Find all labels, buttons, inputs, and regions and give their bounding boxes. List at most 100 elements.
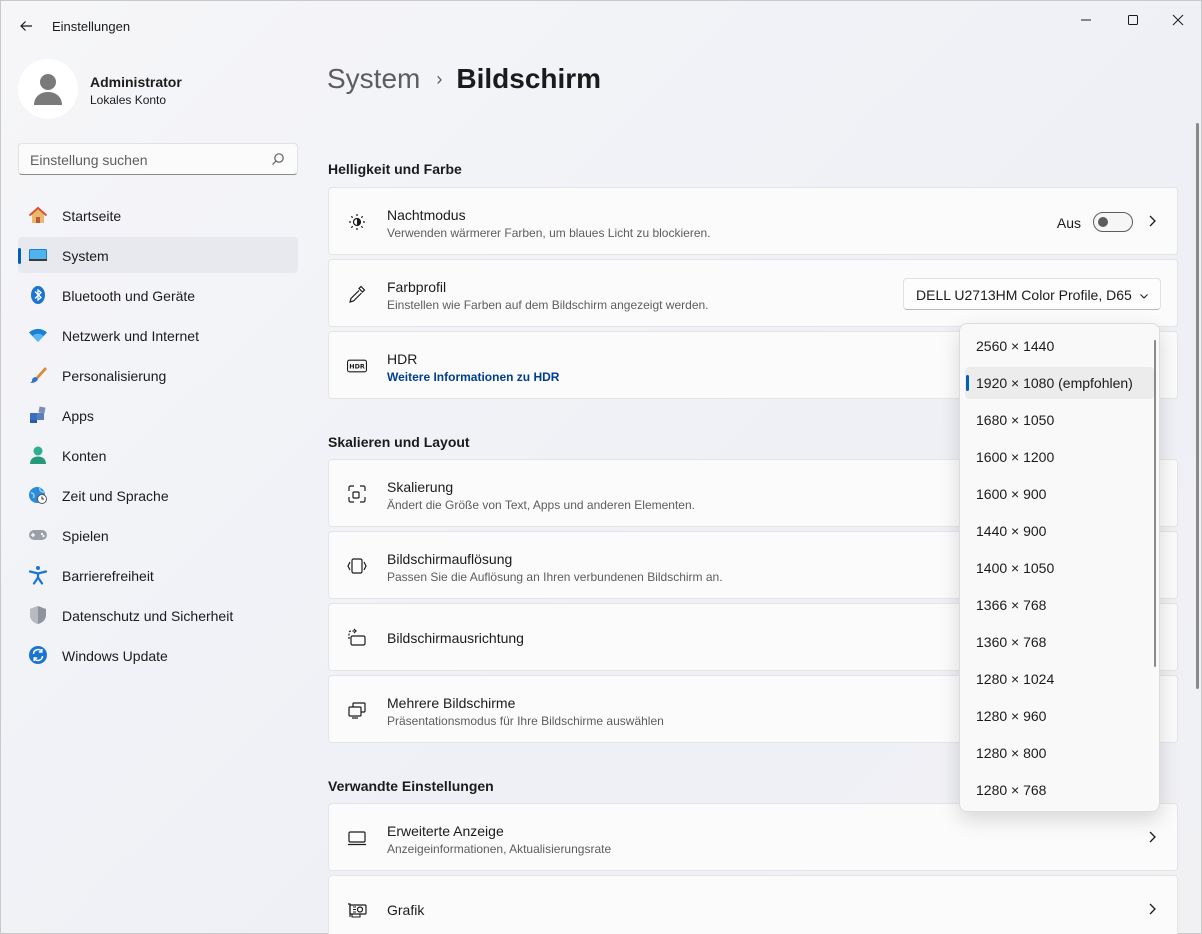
resolution-option-label: 1280 × 960 bbox=[976, 708, 1047, 724]
page-title: Bildschirm bbox=[456, 63, 602, 94]
dropdown-scrollbar[interactable] bbox=[1154, 340, 1156, 667]
night-mode-title: Nachtmodus bbox=[387, 207, 466, 223]
graphics-title: Grafik bbox=[387, 902, 425, 918]
advanced-display-subtitle: Anzeigeinformationen, Aktualisierungsrat… bbox=[387, 842, 612, 856]
resolution-option-label: 1360 × 768 bbox=[976, 634, 1047, 650]
account-type: Lokales Konto bbox=[90, 93, 167, 107]
resolution-option-label: 1600 × 1200 bbox=[976, 449, 1055, 465]
resolution-option-label: 1920 × 1080 (empfohlen) bbox=[976, 375, 1133, 391]
maximize-icon[interactable] bbox=[1122, 9, 1144, 31]
hdr-info-link[interactable]: Weitere Informationen zu HDR bbox=[387, 370, 560, 384]
resolution-option-label: 1600 × 900 bbox=[976, 486, 1047, 502]
resolution-option[interactable]: 1680 × 1050 bbox=[965, 404, 1154, 436]
sidebar-item-barrierefreiheit[interactable]: Barrierefreiheit bbox=[18, 557, 298, 593]
chevron-right-icon[interactable] bbox=[1145, 830, 1159, 844]
scale-icon bbox=[347, 484, 367, 504]
system-display-icon bbox=[28, 245, 48, 265]
eyedropper-icon bbox=[347, 284, 367, 304]
back-arrow-icon[interactable] bbox=[15, 15, 37, 37]
sidebar-item-windows-update[interactable]: Windows Update bbox=[18, 637, 298, 673]
resolution-option-label: 1680 × 1050 bbox=[976, 412, 1055, 428]
resolution-option-label: 1400 × 1050 bbox=[976, 560, 1055, 576]
graphics-card[interactable]: Grafik bbox=[328, 875, 1178, 934]
sidebar-item-label: Zeit und Sprache bbox=[62, 488, 169, 504]
color-profile-select[interactable]: DELL U2713HM Color Profile, D65 bbox=[903, 278, 1161, 310]
avatar bbox=[18, 59, 78, 119]
hdr-title: HDR bbox=[387, 351, 418, 367]
breadcrumb: System › Bildschirm bbox=[327, 59, 601, 99]
minimize-icon[interactable] bbox=[1075, 9, 1097, 31]
section-title-brightness: Helligkeit und Farbe bbox=[328, 161, 462, 177]
sidebar-item-zeit[interactable]: Zeit und Sprache bbox=[18, 477, 298, 513]
resolution-option[interactable]: 1360 × 768 bbox=[965, 626, 1154, 658]
resolution-option[interactable]: 2560 × 1440 bbox=[965, 330, 1154, 362]
sidebar-item-spielen[interactable]: Spielen bbox=[18, 517, 298, 553]
resolution-option[interactable]: 1280 × 800 bbox=[965, 737, 1154, 769]
sidebar-item-apps[interactable]: Apps bbox=[18, 397, 298, 433]
user-profile[interactable]: Administrator Lokales Konto bbox=[18, 59, 298, 119]
resolution-option[interactable]: 1280 × 960 bbox=[965, 700, 1154, 732]
sidebar-item-label: Netzwerk und Internet bbox=[62, 328, 199, 344]
sidebar-item-netzwerk[interactable]: Netzwerk und Internet bbox=[18, 317, 298, 353]
sidebar-item-label: System bbox=[62, 248, 109, 264]
sidebar-item-personalisierung[interactable]: Personalisierung bbox=[18, 357, 298, 393]
breadcrumb-parent[interactable]: System bbox=[327, 63, 421, 94]
orientation-title: Bildschirmausrichtung bbox=[387, 630, 524, 646]
home-icon bbox=[28, 205, 48, 225]
section-title-related: Verwandte Einstellungen bbox=[328, 778, 494, 794]
resolution-title: Bildschirmauflösung bbox=[387, 551, 513, 567]
sidebar-item-label: Startseite bbox=[62, 208, 122, 224]
apps-icon bbox=[28, 405, 48, 425]
sidebar-item-system[interactable]: System bbox=[18, 237, 298, 273]
resolution-option[interactable]: 1280 × 768 bbox=[965, 774, 1154, 806]
title-bar: Einstellungen bbox=[1, 1, 1201, 51]
search-input[interactable]: Einstellung suchen bbox=[18, 143, 298, 175]
section-title-scale: Skalieren und Layout bbox=[328, 434, 470, 450]
page-scrollbar[interactable] bbox=[1196, 123, 1199, 689]
breadcrumb-separator: › bbox=[436, 68, 443, 89]
toggle-knob bbox=[1098, 217, 1108, 227]
chevron-right-icon[interactable] bbox=[1145, 214, 1159, 228]
color-profile-title: Farbprofil bbox=[387, 279, 447, 295]
sidebar-item-bluetooth[interactable]: Bluetooth und Geräte bbox=[18, 277, 298, 313]
bluetooth-icon bbox=[28, 285, 48, 305]
graphics-card-icon bbox=[347, 900, 367, 920]
resolution-option[interactable]: 1280 × 1024 bbox=[965, 663, 1154, 695]
sidebar-nav: Startseite System Bluetooth und Geräte N… bbox=[18, 197, 298, 677]
resolution-option[interactable]: 1366 × 768 bbox=[965, 589, 1154, 621]
resolution-option[interactable]: 1600 × 900 bbox=[965, 478, 1154, 510]
night-mode-card[interactable]: Nachtmodus Verwenden wärmerer Farben, um… bbox=[328, 187, 1178, 255]
chevron-right-icon[interactable] bbox=[1145, 902, 1159, 916]
app-title: Einstellungen bbox=[52, 19, 131, 34]
sidebar-item-label: Datenschutz und Sicherheit bbox=[62, 608, 234, 624]
night-mode-toggle[interactable] bbox=[1093, 212, 1133, 232]
accessibility-icon bbox=[28, 565, 48, 585]
sidebar-item-label: Spielen bbox=[62, 528, 109, 544]
gamepad-icon bbox=[28, 525, 48, 545]
sidebar-item-konten[interactable]: Konten bbox=[18, 437, 298, 473]
resolution-option[interactable]: 1440 × 900 bbox=[965, 515, 1154, 547]
resolution-option-selected[interactable]: 1920 × 1080 (empfohlen) bbox=[965, 367, 1154, 399]
hdr-icon: HDR bbox=[347, 356, 367, 376]
resolution-option[interactable]: 1600 × 1200 bbox=[965, 441, 1154, 473]
search-placeholder: Einstellung suchen bbox=[30, 152, 148, 168]
resolution-option-label: 1280 × 768 bbox=[976, 782, 1047, 798]
user-name: Administrator bbox=[90, 74, 182, 90]
color-profile-card: Farbprofil Einstellen wie Farben auf dem… bbox=[328, 259, 1178, 327]
resolution-option[interactable]: 1400 × 1050 bbox=[965, 552, 1154, 584]
sidebar-item-startseite[interactable]: Startseite bbox=[18, 197, 298, 233]
close-icon[interactable] bbox=[1167, 9, 1189, 31]
wifi-icon bbox=[28, 325, 48, 345]
resolution-option-label: 1440 × 900 bbox=[976, 523, 1047, 539]
resolution-option-label: 2560 × 1440 bbox=[976, 338, 1055, 354]
sidebar-item-label: Windows Update bbox=[62, 648, 168, 664]
brightness-icon bbox=[347, 212, 367, 232]
night-mode-state: Aus bbox=[1056, 215, 1081, 231]
night-mode-subtitle: Verwenden wärmerer Farben, um blaues Lic… bbox=[387, 226, 711, 240]
advanced-display-card[interactable]: Erweiterte Anzeige Anzeigeinformationen,… bbox=[328, 803, 1178, 871]
sidebar-item-label: Konten bbox=[62, 448, 107, 464]
chevron-down-icon bbox=[1138, 289, 1150, 301]
orientation-icon bbox=[347, 628, 367, 648]
sidebar-item-datenschutz[interactable]: Datenschutz und Sicherheit bbox=[18, 597, 298, 633]
